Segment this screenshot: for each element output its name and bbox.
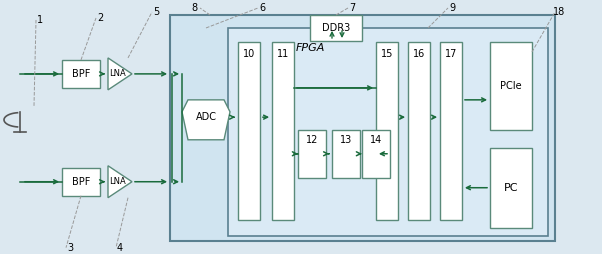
Bar — [170, 15, 555, 241]
Bar — [228, 28, 548, 236]
Text: 7: 7 — [349, 3, 355, 13]
Polygon shape — [108, 58, 132, 90]
Text: 8: 8 — [191, 3, 197, 13]
Text: PCIe: PCIe — [500, 81, 522, 91]
Bar — [376, 42, 398, 220]
Text: 18: 18 — [553, 7, 565, 17]
Text: DDR3: DDR3 — [322, 23, 350, 33]
Polygon shape — [108, 166, 132, 198]
Text: 11: 11 — [277, 49, 289, 59]
Text: PC: PC — [504, 183, 518, 193]
Bar — [298, 130, 326, 178]
Bar — [362, 130, 390, 178]
Bar — [238, 42, 260, 220]
Text: 2: 2 — [97, 13, 103, 23]
Bar — [310, 15, 362, 41]
Bar — [272, 42, 294, 220]
Text: FPGA: FPGA — [296, 43, 324, 53]
Text: 3: 3 — [67, 243, 73, 253]
Text: LNA: LNA — [110, 69, 126, 78]
Text: 15: 15 — [381, 49, 393, 59]
Text: 9: 9 — [449, 3, 455, 13]
Bar — [62, 60, 100, 88]
Text: 17: 17 — [445, 49, 457, 59]
Bar — [440, 42, 462, 220]
Text: 14: 14 — [370, 135, 382, 145]
Text: 4: 4 — [117, 243, 123, 253]
Text: 1: 1 — [37, 15, 43, 25]
Bar — [490, 42, 532, 130]
Text: BPF: BPF — [72, 177, 90, 187]
Bar — [408, 42, 430, 220]
Text: 16: 16 — [413, 49, 425, 59]
Text: LNA: LNA — [110, 177, 126, 186]
Text: 5: 5 — [153, 7, 159, 17]
Bar — [62, 168, 100, 196]
Polygon shape — [182, 100, 230, 140]
Bar — [332, 130, 360, 178]
Bar — [490, 148, 532, 228]
Text: ADC: ADC — [196, 112, 217, 122]
Text: BPF: BPF — [72, 69, 90, 79]
Text: 12: 12 — [306, 135, 318, 145]
Text: 13: 13 — [340, 135, 352, 145]
Text: 6: 6 — [259, 3, 265, 13]
Text: 10: 10 — [243, 49, 255, 59]
